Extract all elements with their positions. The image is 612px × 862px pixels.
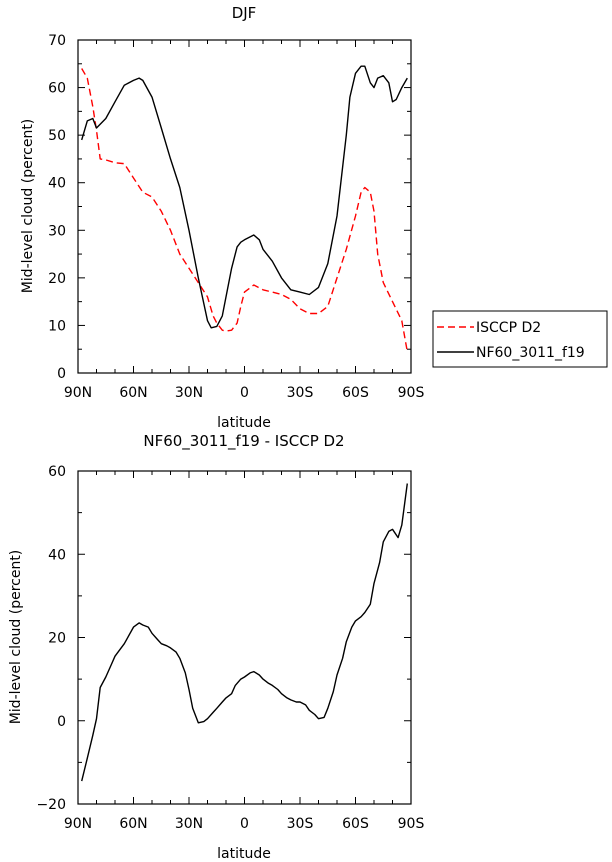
x-tick-label: 90N <box>64 385 92 401</box>
top-axis-ticks: 90N 60N 30N 0 30S 60S 90S 0 10 20 30 40 50 60 70 <box>48 33 424 401</box>
y-tick-label: 40 <box>48 176 66 192</box>
series-line-nf60-3011-f19-isccp-d2 <box>81 483 408 782</box>
y-tick-label: 20 <box>48 631 66 647</box>
y-tick-label: 70 <box>48 33 66 49</box>
top-x-axis-label: latitude <box>217 415 271 431</box>
y-tick-label: 0 <box>57 366 66 382</box>
top-panel-djf: DJF 90N 60N 30N 0 30S 60S 90S 0 10 20 30 40 50 60 70 l… <box>20 4 608 431</box>
bottom-y-axis-label: Mid-level cloud (percent) <box>8 550 24 725</box>
y-tick-label: 20 <box>48 271 66 287</box>
y-tick-label: 60 <box>48 464 66 480</box>
y-tick-label: 60 <box>48 81 66 97</box>
top-y-axis-label: Mid-level cloud (percent) <box>20 119 36 294</box>
top-series-lines <box>81 65 408 352</box>
bottom-panel-difference: NF60_3011_f19 - ISCCP D2 90N 60N 30N 0 30S 60… <box>8 432 424 862</box>
legend-label-nf60-3011-f19: NF60_3011_f19 <box>476 345 585 361</box>
x-tick-label: 30N <box>175 385 203 401</box>
x-tick-label: 90S <box>398 816 425 832</box>
bottom-x-axis-label: latitude <box>217 846 271 862</box>
y-tick-label: 30 <box>48 223 66 239</box>
series-line-nf60-3011-f19 <box>81 65 408 329</box>
y-tick-label: 50 <box>48 128 66 144</box>
bottom-axis-ticks: 90N 60N 30N 0 30S 60S 90S −20 0 20 40 60 <box>36 464 424 832</box>
y-tick-label: 0 <box>57 714 66 730</box>
x-tick-label: 90S <box>398 385 425 401</box>
y-tick-label: 40 <box>48 547 66 563</box>
x-tick-label: 60N <box>119 385 147 401</box>
bottom-chart-title: NF60_3011_f19 - ISCCP D2 <box>143 432 344 451</box>
top-chart-title: DJF <box>232 4 257 22</box>
y-tick-label: 10 <box>48 318 66 334</box>
series-line-isccp-d2 <box>81 68 408 352</box>
bottom-series-lines <box>81 483 408 782</box>
y-tick-label: −20 <box>36 797 66 813</box>
x-tick-label: 30N <box>175 816 203 832</box>
legend-box <box>432 310 608 368</box>
legend: ISCCP D2 NF60_3011_f19 <box>432 310 608 368</box>
x-tick-label: 0 <box>240 816 249 832</box>
x-tick-label: 90N <box>64 816 92 832</box>
x-tick-label: 30S <box>287 385 314 401</box>
x-tick-label: 60N <box>119 816 147 832</box>
x-tick-label: 60S <box>342 385 369 401</box>
legend-label-isccp-d2: ISCCP D2 <box>476 320 541 336</box>
top-plot-frame <box>77 39 412 374</box>
x-tick-label: 30S <box>287 816 314 832</box>
x-tick-label: 60S <box>342 816 369 832</box>
x-tick-label: 0 <box>240 385 249 401</box>
